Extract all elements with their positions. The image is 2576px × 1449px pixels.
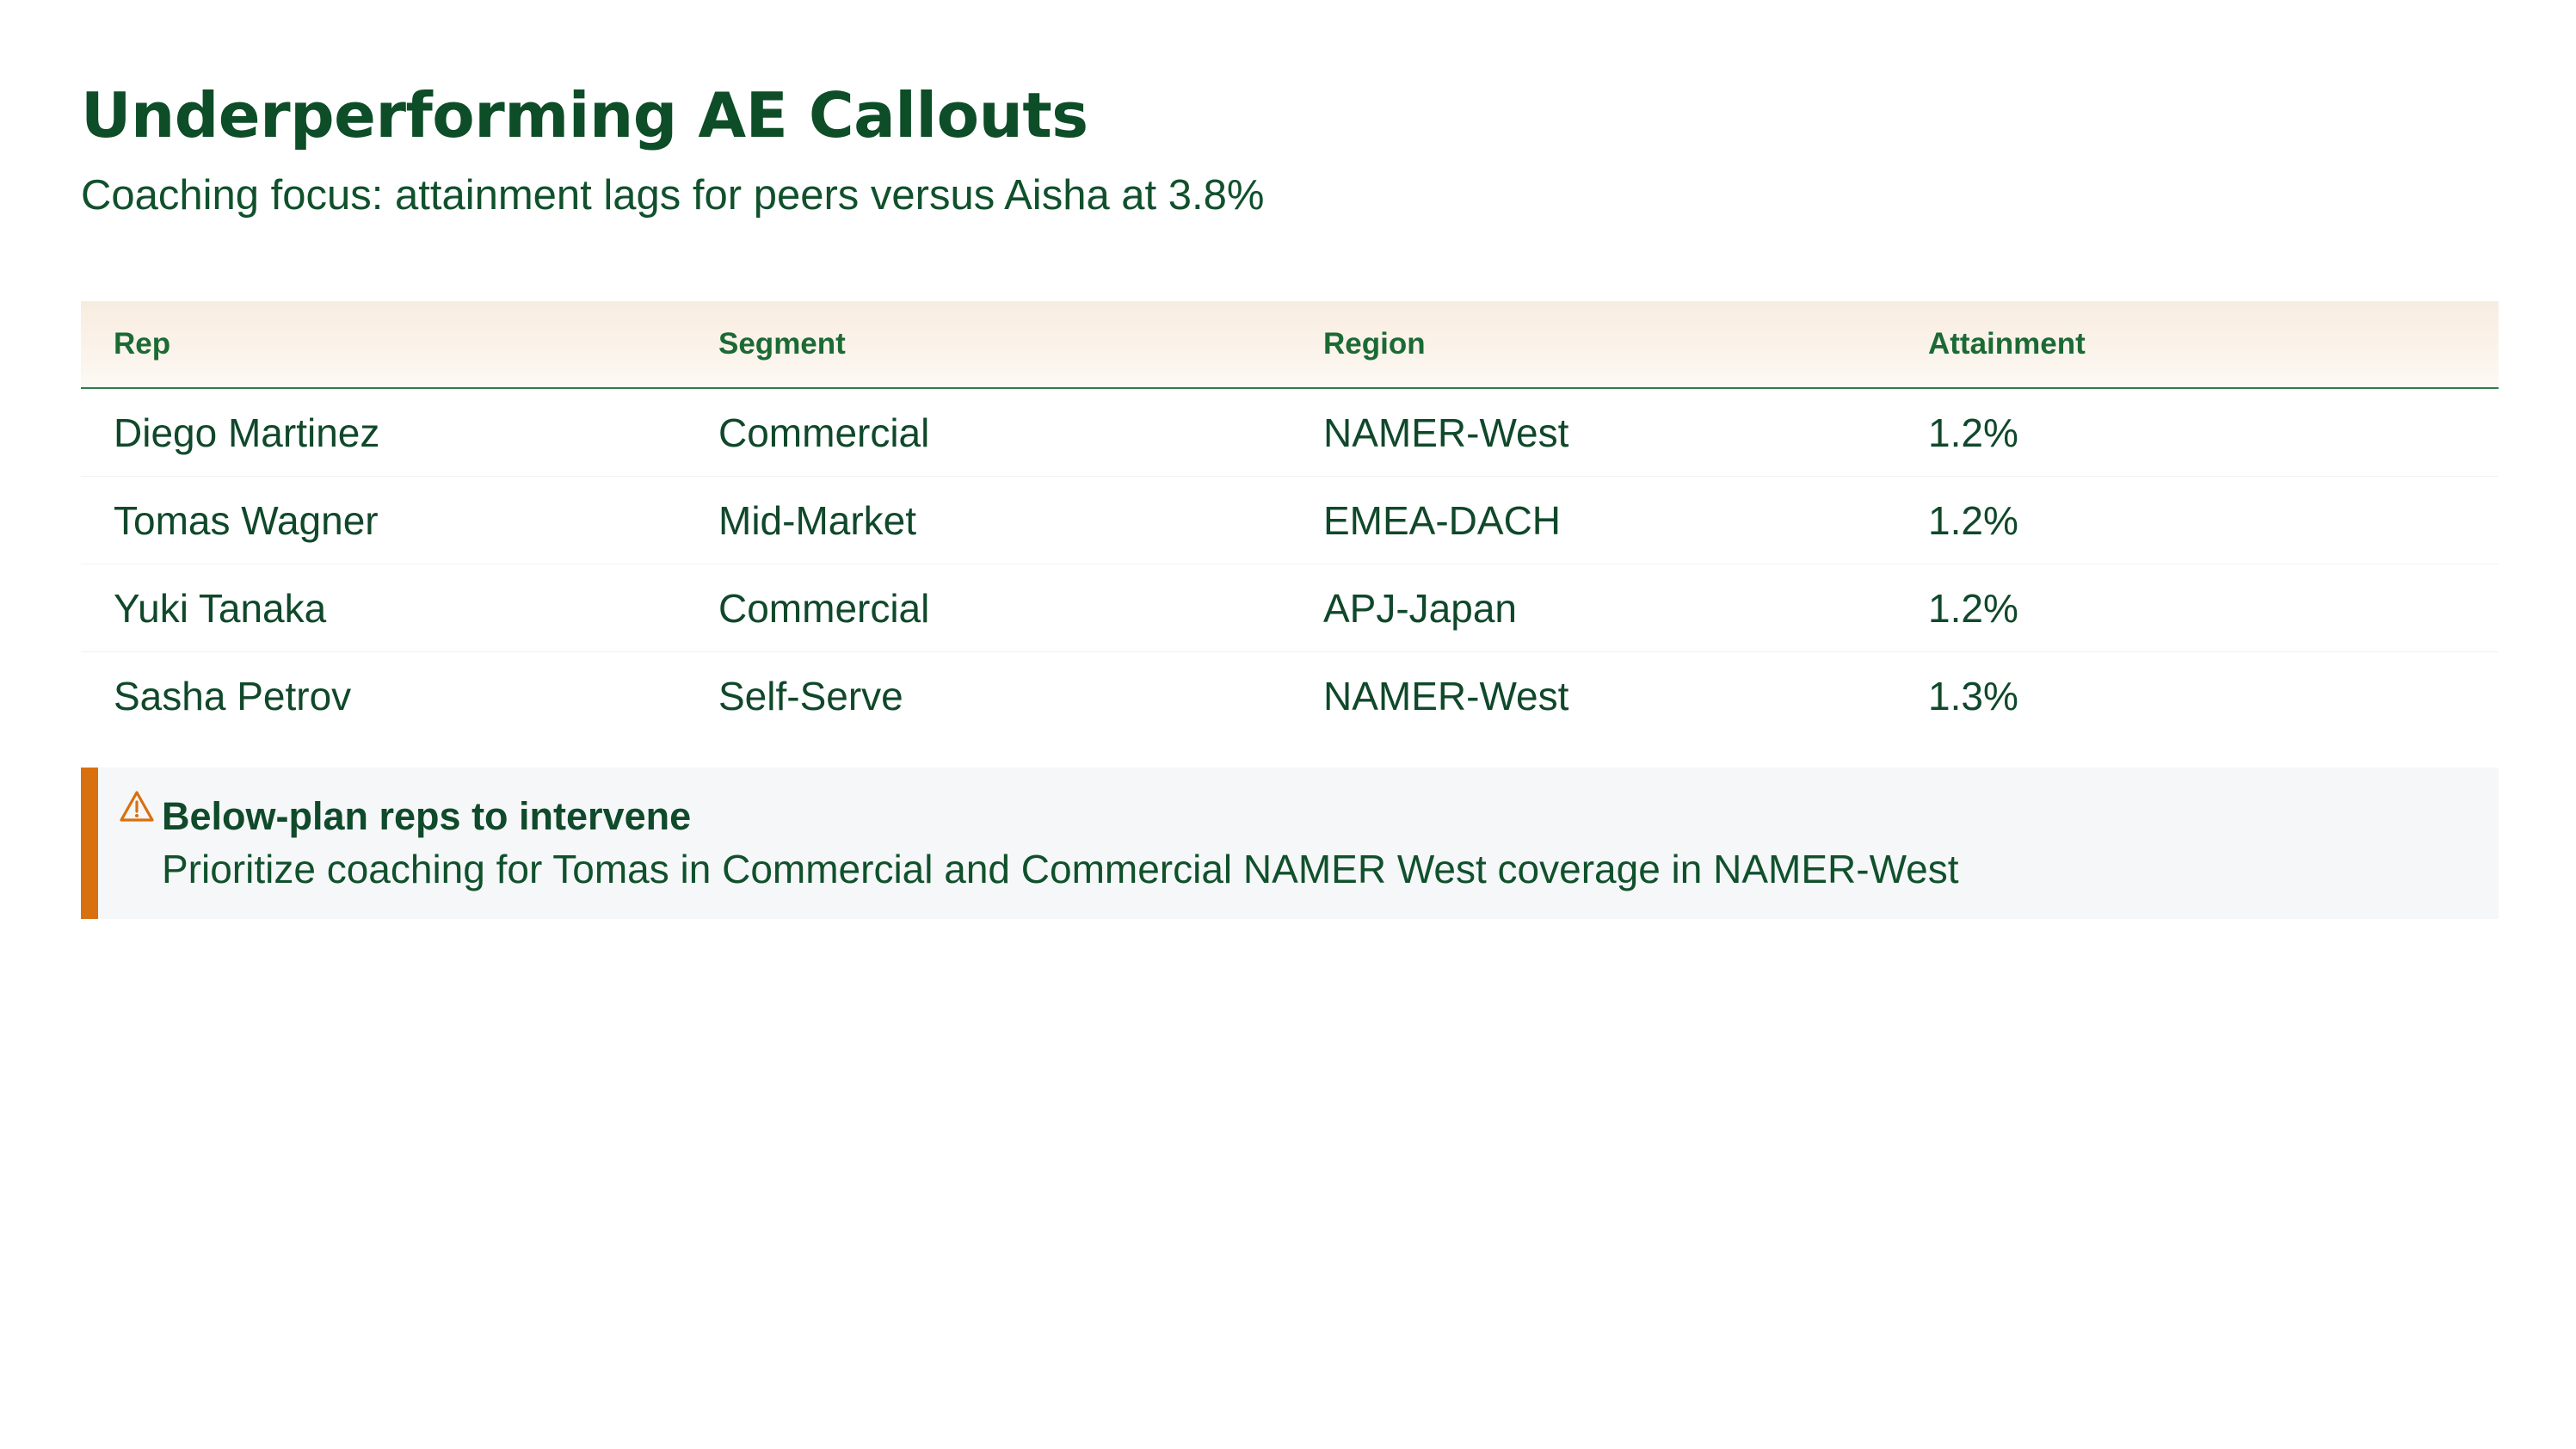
table-header-row: Rep Segment Region Attainment [81,301,2499,389]
cell-rep: Sasha Petrov [81,651,686,739]
callout-title: Below-plan reps to intervene [162,794,692,838]
cell-rep: Yuki Tanaka [81,564,686,652]
below-plan-callout: Below-plan reps to intervene Prioritize … [81,768,2499,919]
page-title: Underperforming AE Callouts [81,79,1088,151]
cell-attainment: 1.2% [1895,564,2499,652]
column-header-segment: Segment [686,301,1291,389]
cell-segment: Mid-Market [686,476,1291,564]
warning-icon [119,790,155,823]
callout-body: Prioritize coaching for Tomas in Commerc… [162,847,1959,891]
page-subtitle: Coaching focus: attainment lags for peer… [81,172,1265,219]
table-row: Yuki Tanaka Commercial APJ-Japan 1.2% [81,564,2499,652]
cell-region: NAMER-West [1323,410,1569,455]
column-header-attainment: Attainment [1895,301,2499,389]
table-row: Tomas Wagner Mid-Market EMEA-DACH 1.2% [81,476,2499,564]
cell-attainment: 1.2% [1928,410,2018,455]
column-header-rep: Rep [81,301,686,389]
cell-segment: Self-Serve [686,651,1291,739]
cell-rep: Diego Martinez [114,410,380,455]
cell-region: NAMER-West [1291,651,1895,739]
column-header-region: Region [1291,301,1895,389]
cell-segment: Commercial [686,564,1291,652]
cell-segment: Commercial [718,410,930,455]
table-row: Diego Martinez Commercial NAMER-West 1.2… [81,388,2499,477]
table-row: Sasha Petrov Self-Serve NAMER-West 1.3% [81,651,2499,739]
cell-region: APJ-Japan [1291,564,1895,652]
rep-table: Rep Segment Region Attainment Diego Mart… [81,301,2499,739]
cell-attainment: 1.2% [1895,476,2499,564]
cell-rep: Tomas Wagner [81,476,686,564]
cell-attainment: 1.3% [1895,651,2499,739]
cell-region: EMEA-DACH [1291,476,1895,564]
